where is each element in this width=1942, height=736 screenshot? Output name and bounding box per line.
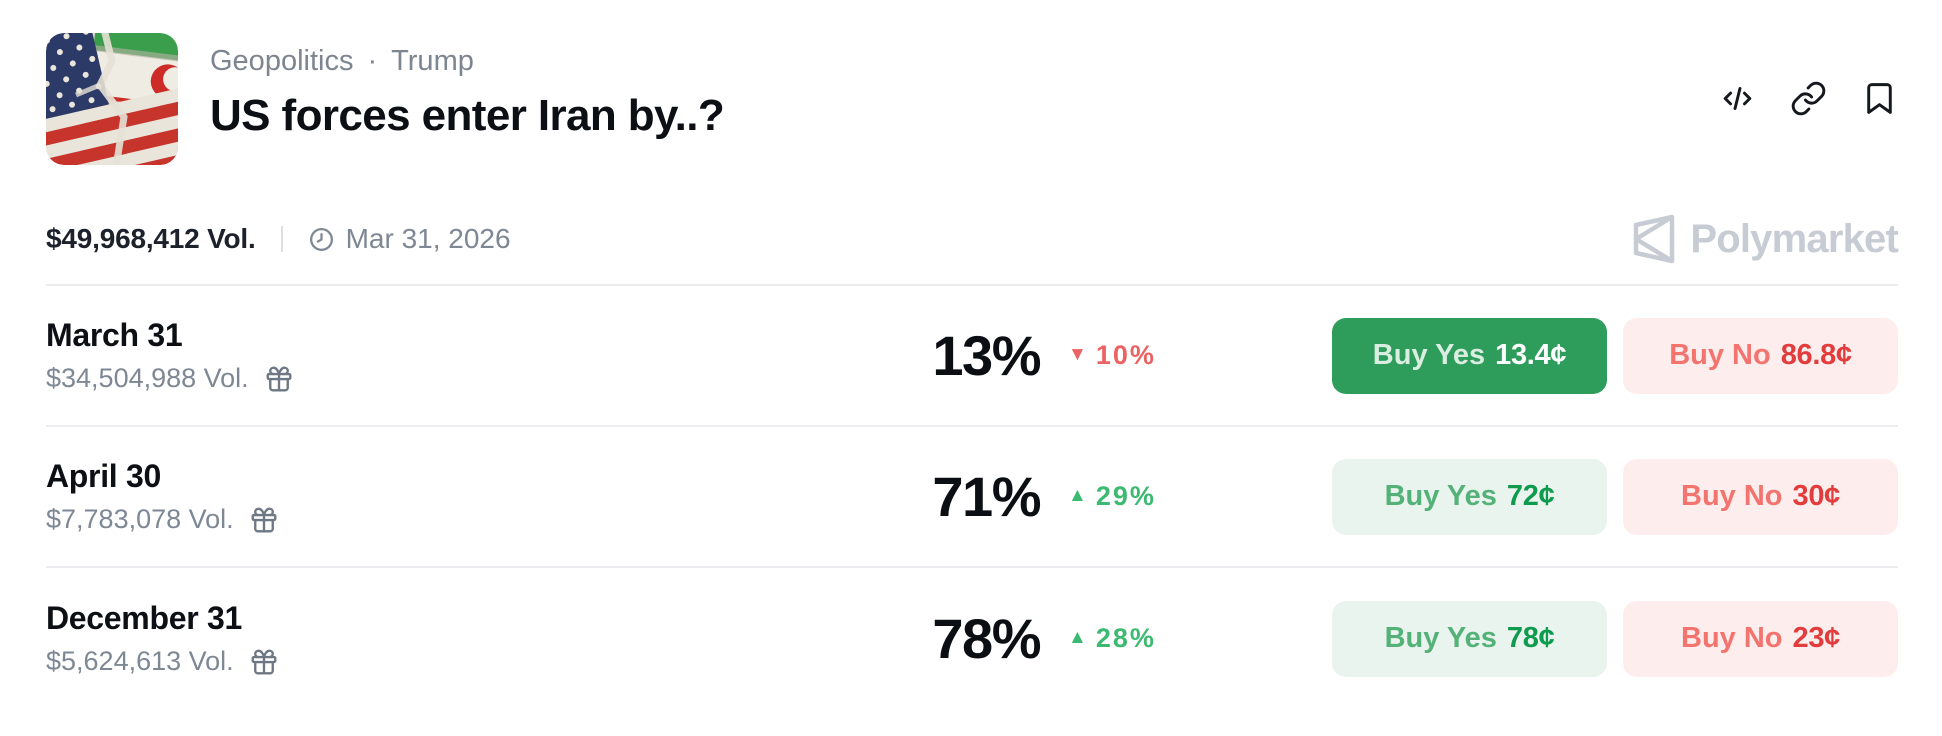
buy-yes-price: 78¢	[1506, 622, 1555, 654]
buy-yes-price: 13.4¢	[1495, 339, 1567, 371]
copy-link-button[interactable]	[1790, 80, 1827, 117]
price-change: ▲ 29%	[1040, 481, 1332, 512]
change-value: 28%	[1095, 623, 1156, 653]
buy-yes-button[interactable]: Buy Yes 78¢	[1332, 600, 1607, 677]
outcome-volume-row: $7,783,078 Vol.	[46, 504, 860, 535]
bookmark-button[interactable]	[1861, 80, 1898, 117]
buy-no-button[interactable]: Buy No 23¢	[1623, 600, 1898, 677]
outcome-volume: $34,504,988 Vol.	[46, 363, 249, 393]
category-link[interactable]: Geopolitics	[210, 45, 354, 77]
embed-code-icon	[1723, 87, 1752, 110]
buy-no-label: Buy No	[1681, 622, 1783, 654]
outcome-name[interactable]: March 31	[46, 317, 183, 353]
outcome-info: April 30 $7,783,078 Vol.	[46, 458, 860, 535]
breadcrumb-dot: ·	[367, 45, 378, 77]
buy-yes-label: Buy Yes	[1372, 339, 1486, 371]
breadcrumb: Geopolitics · Trump	[210, 45, 1719, 78]
buy-yes-label: Buy Yes	[1384, 480, 1497, 512]
embed-code-button[interactable]	[1719, 80, 1756, 117]
gift-icon	[251, 507, 277, 532]
polymarket-logo-text: Polymarket	[1690, 216, 1898, 261]
clock-icon	[309, 227, 333, 251]
buy-yes-label: Buy Yes	[1384, 622, 1497, 654]
outcome-list: March 31 $34,504,988 Vol. 13% ▼ 10% Buy …	[46, 284, 1898, 709]
outcome-probability: 71%	[932, 465, 1041, 528]
market-meta: $49,968,412 Vol. Mar 31, 2026 Polymarket	[46, 214, 1899, 264]
market-header: Geopolitics · Trump US forces enter Iran…	[46, 33, 1898, 165]
outcome-row: April 30 $7,783,078 Vol. 71% ▲ 29% Buy Y…	[46, 427, 1898, 568]
outcome-row: March 31 $34,504,988 Vol. 13% ▼ 10% Buy …	[46, 286, 1898, 427]
price-change: ▼ 10%	[1040, 340, 1332, 371]
outcome-info: December 31 $5,624,613 Vol.	[46, 600, 860, 677]
change-value: 29%	[1095, 481, 1156, 511]
buy-no-price: 30¢	[1792, 480, 1841, 512]
price-change: ▲ 28%	[1040, 623, 1332, 654]
outcome-row: December 31 $5,624,613 Vol. 78% ▲ 28% Bu…	[46, 568, 1898, 709]
buy-no-label: Buy No	[1669, 339, 1771, 371]
end-date: Mar 31, 2026	[345, 223, 511, 254]
outcome-name[interactable]: December 31	[46, 600, 242, 636]
outcome-volume: $7,783,078 Vol.	[46, 504, 234, 534]
outcome-name[interactable]: April 30	[46, 458, 161, 494]
buy-no-price: 86.8¢	[1780, 339, 1852, 371]
gift-icon	[251, 649, 277, 674]
outcome-volume-row: $34,504,988 Vol.	[46, 363, 860, 394]
market-title[interactable]: US forces enter Iran by..?	[210, 91, 725, 140]
change-direction-icon: ▲	[1068, 484, 1087, 506]
change-direction-icon: ▲	[1068, 626, 1087, 648]
outcome-probability: 13%	[932, 324, 1041, 387]
polymarket-logo[interactable]: Polymarket	[1631, 214, 1899, 264]
buy-no-label: Buy No	[1681, 480, 1783, 512]
buy-no-button[interactable]: Buy No 30¢	[1623, 458, 1898, 535]
bookmark-icon	[1867, 83, 1892, 114]
buy-no-button[interactable]: Buy No 86.8¢	[1623, 317, 1898, 394]
meta-divider	[280, 226, 283, 252]
market-image	[46, 33, 178, 165]
outcome-volume: $5,624,613 Vol.	[46, 646, 234, 676]
outcome-volume-row: $5,624,613 Vol.	[46, 646, 860, 677]
outcome-probability: 78%	[932, 607, 1041, 670]
change-value: 10%	[1095, 340, 1156, 370]
total-volume: $49,968,412 Vol.	[46, 223, 256, 254]
outcome-info: March 31 $34,504,988 Vol.	[46, 317, 860, 394]
copy-link-icon	[1791, 81, 1826, 116]
polymarket-logo-icon	[1634, 214, 1675, 264]
us-iran-flags-image	[46, 33, 178, 165]
change-direction-icon: ▼	[1068, 343, 1087, 365]
tag-link[interactable]: Trump	[391, 45, 474, 77]
buy-no-price: 23¢	[1792, 622, 1841, 654]
buy-yes-button[interactable]: Buy Yes 13.4¢	[1332, 317, 1607, 394]
header-actions	[1719, 33, 1898, 117]
buy-yes-button[interactable]: Buy Yes 72¢	[1332, 458, 1607, 535]
header-text: Geopolitics · Trump US forces enter Iran…	[210, 33, 1719, 141]
buy-yes-price: 72¢	[1506, 480, 1555, 512]
polymarket-embed-card: Geopolitics · Trump US forces enter Iran…	[46, 33, 1899, 709]
gift-icon	[266, 366, 292, 391]
